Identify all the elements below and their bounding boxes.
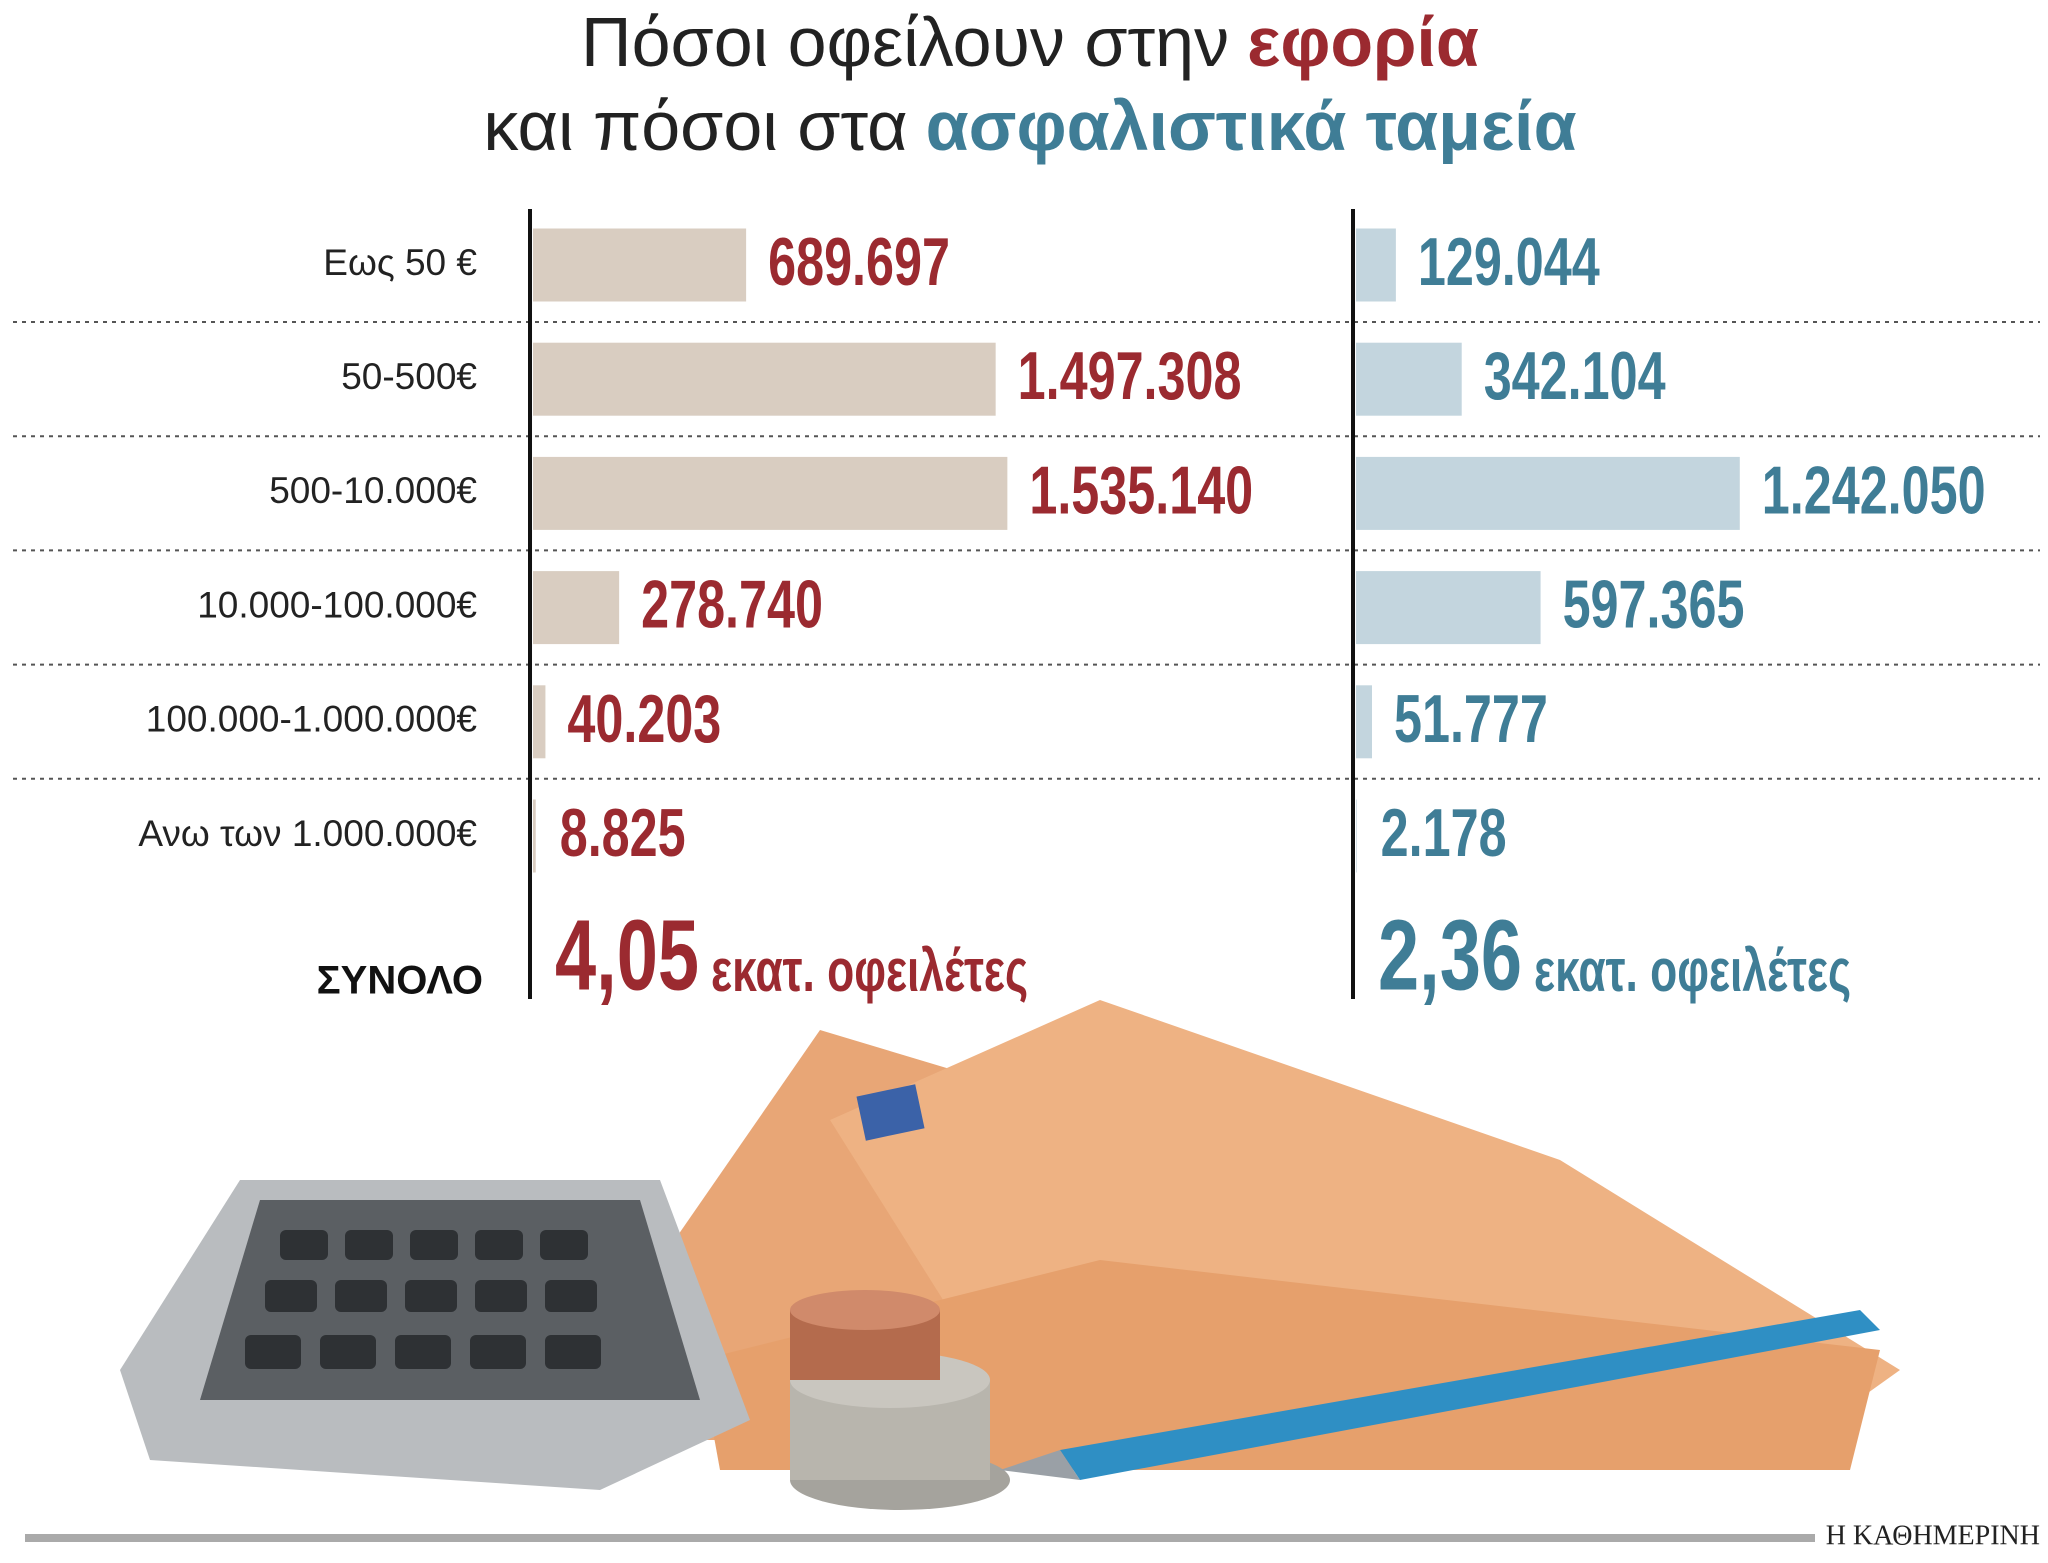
- title-highlight: ασφαλιστικά ταμεία: [926, 87, 1577, 165]
- bar: [1356, 799, 1357, 873]
- category-label: Εως 50 €: [323, 242, 477, 283]
- title-line-1: Πόσοι οφείλουν στην εφορία: [581, 3, 1479, 81]
- value-label: 1.242.050: [1762, 452, 1986, 528]
- bar: [1356, 685, 1372, 759]
- total-unit: εκατ. οφειλέτες: [711, 937, 1028, 1004]
- title-highlight: εφορία: [1247, 3, 1479, 81]
- bar: [533, 342, 996, 416]
- value-label: 51.777: [1394, 680, 1548, 756]
- value-label: 1.535.140: [1029, 452, 1253, 528]
- value-label: 597.365: [1563, 566, 1745, 642]
- total-value: 2,36: [1378, 898, 1522, 1011]
- title-text: και πόσοι στα: [483, 87, 907, 165]
- title-line-2: και πόσοι στα ασφαλιστικά ταμεία: [483, 87, 1576, 165]
- bar: [1356, 571, 1541, 645]
- total-value: 4,05: [555, 898, 699, 1011]
- value-label: 278.740: [641, 566, 823, 642]
- bar: [1356, 456, 1740, 530]
- bar: [533, 685, 546, 759]
- bar: [533, 228, 747, 302]
- category-label: 500-10.000€: [269, 470, 477, 511]
- bar: [1356, 228, 1396, 302]
- category-label: Ανω των 1.000.000€: [138, 813, 477, 854]
- value-label: 2.178: [1381, 795, 1507, 871]
- total-label: ΣΥΝΟΛΟ: [317, 959, 483, 1003]
- value-label: 8.825: [560, 795, 686, 871]
- category-label: 50-500€: [341, 356, 477, 397]
- title-text: Πόσοι οφείλουν στην: [581, 3, 1229, 81]
- value-label: 689.697: [768, 224, 950, 300]
- bar: [533, 799, 536, 873]
- source: Η ΚΑΘΗΜΕΡΙΝΗ: [1826, 1520, 2040, 1551]
- category-label: 10.000-100.000€: [197, 584, 477, 625]
- value-label: 342.104: [1484, 338, 1666, 414]
- photo: [120, 1000, 1900, 1510]
- bar: [1356, 342, 1462, 416]
- value-label: 40.203: [567, 680, 721, 756]
- bar: [533, 571, 620, 645]
- value-label: 129.044: [1418, 224, 1600, 300]
- bar: [533, 456, 1008, 530]
- total-unit: εκατ. οφειλέτες: [1534, 937, 1851, 1004]
- category-label: 100.000-1.000.000€: [146, 699, 478, 740]
- value-label: 1.497.308: [1018, 338, 1242, 414]
